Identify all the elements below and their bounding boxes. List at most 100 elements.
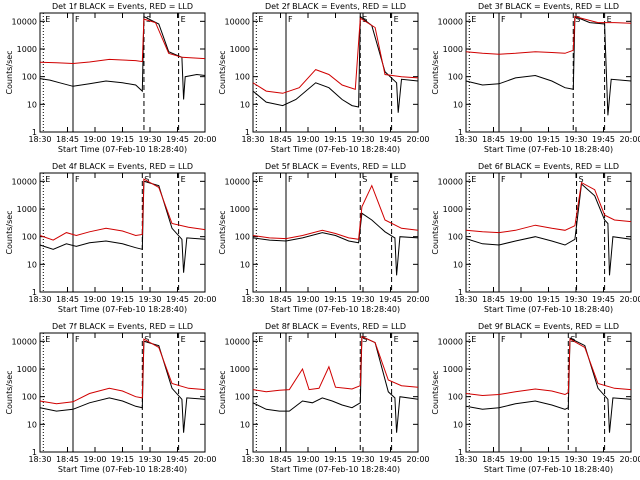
marker-label: S	[146, 15, 151, 24]
y-tick-label: 10000	[225, 17, 250, 26]
panel-title: Det 8f BLACK = Events, RED = LLD	[265, 322, 406, 331]
y-tick-label: 1000	[17, 205, 37, 214]
marker-label: E	[607, 175, 612, 184]
y-tick-label: 10	[27, 100, 37, 109]
y-tick-label: 10	[240, 100, 250, 109]
x-tick-label: 19:45	[166, 455, 189, 464]
x-tick-label: 18:30	[241, 295, 264, 304]
x-tick-label: 18:45	[56, 455, 79, 464]
plot-frame	[252, 332, 419, 453]
x-axis-label: Start Time (07-Feb-10 18:28:40)	[484, 145, 613, 154]
y-tick-label: 1	[32, 288, 37, 297]
x-tick-label: 19:00	[296, 135, 319, 144]
y-tick-label: 10	[240, 260, 250, 269]
x-tick-label: 18:30	[28, 455, 51, 464]
y-tick-label: 1000	[230, 45, 250, 54]
x-tick-label: 20:00	[193, 295, 216, 304]
x-tick-label: 18:30	[454, 455, 477, 464]
series-line-lld	[465, 338, 632, 397]
y-tick-label: 10000	[438, 337, 463, 346]
marker-label: E	[258, 15, 263, 24]
plot-frame	[39, 12, 206, 133]
y-tick-label: 10000	[225, 177, 250, 186]
y-tick-label: 1000	[443, 45, 463, 54]
x-tick-label: 18:45	[269, 295, 292, 304]
x-tick-label: 20:00	[619, 135, 640, 144]
marker-label: E	[45, 335, 50, 344]
marker-label: E	[181, 335, 186, 344]
y-tick-label: 1000	[17, 365, 37, 374]
series-line-events	[252, 15, 419, 113]
y-tick-label: 1000	[443, 365, 463, 374]
x-tick-label: 18:30	[28, 295, 51, 304]
y-tick-label: 1	[245, 288, 250, 297]
marker-label: E	[394, 15, 399, 24]
marker-label: E	[471, 335, 476, 344]
chart-panel-4: Det 4f BLACK = Events, RED = LLD 1 10 100 10…	[5, 162, 217, 314]
plot-frame	[252, 172, 419, 293]
y-tick-label: 100	[448, 393, 463, 402]
y-tick-label: 10000	[225, 337, 250, 346]
x-tick-label: 19:15	[324, 295, 347, 304]
marker-label: F	[75, 175, 80, 184]
y-axis-label: Counts/sec	[431, 50, 440, 94]
y-tick-label: 10000	[438, 17, 463, 26]
marker-label: S	[362, 335, 367, 344]
x-tick-label: 19:30	[138, 135, 161, 144]
panel-title: Det 1f BLACK = Events, RED = LLD	[52, 2, 193, 11]
series-line-events	[39, 340, 206, 433]
y-tick-label: 100	[235, 233, 250, 242]
y-tick-label: 10	[453, 100, 463, 109]
x-axis-label: Start Time (07-Feb-10 18:28:40)	[271, 465, 400, 474]
y-axis-label: Counts/sec	[218, 210, 227, 254]
y-axis-label: Counts/sec	[5, 210, 14, 254]
x-tick-label: 20:00	[619, 295, 640, 304]
x-tick-label: 19:45	[592, 135, 615, 144]
x-tick-label: 19:45	[592, 455, 615, 464]
x-tick-label: 19:00	[83, 295, 106, 304]
x-axis-label: Start Time (07-Feb-10 18:28:40)	[58, 465, 187, 474]
y-tick-label: 100	[235, 73, 250, 82]
y-tick-label: 100	[22, 393, 37, 402]
x-tick-label: 19:45	[379, 295, 402, 304]
x-tick-label: 18:45	[482, 295, 505, 304]
y-axis-label: Counts/sec	[431, 210, 440, 254]
x-tick-label: 19:00	[83, 455, 106, 464]
x-axis-label: Start Time (07-Feb-10 18:28:40)	[271, 145, 400, 154]
marker-label: E	[181, 175, 186, 184]
marker-label: S	[362, 175, 367, 184]
x-tick-label: 20:00	[193, 135, 216, 144]
x-tick-label: 20:00	[193, 455, 216, 464]
x-tick-label: 20:00	[619, 455, 640, 464]
x-tick-label: 18:30	[454, 135, 477, 144]
x-tick-label: 19:15	[537, 295, 560, 304]
plot-frame	[252, 12, 419, 133]
x-axis-label: Start Time (07-Feb-10 18:28:40)	[58, 145, 187, 154]
y-tick-label: 1	[458, 448, 463, 457]
y-tick-label: 1	[458, 288, 463, 297]
y-tick-label: 1	[32, 128, 37, 137]
x-tick-label: 19:45	[166, 295, 189, 304]
marker-label: E	[45, 175, 50, 184]
series-line-events	[465, 15, 632, 116]
y-tick-label: 1000	[443, 205, 463, 214]
y-axis-label: Counts/sec	[5, 50, 14, 94]
x-tick-label: 19:00	[296, 295, 319, 304]
x-axis-label: Start Time (07-Feb-10 18:28:40)	[58, 305, 187, 314]
y-axis-label: Counts/sec	[218, 370, 227, 414]
marker-label: F	[288, 335, 293, 344]
marker-label: E	[394, 175, 399, 184]
x-tick-label: 19:30	[351, 135, 374, 144]
x-tick-label: 19:30	[564, 135, 587, 144]
marker-label: E	[258, 175, 263, 184]
x-tick-label: 19:15	[537, 455, 560, 464]
x-tick-label: 19:00	[509, 135, 532, 144]
x-tick-label: 18:45	[269, 455, 292, 464]
x-tick-label: 18:45	[56, 295, 79, 304]
x-tick-label: 18:30	[241, 135, 264, 144]
panel-title: Det 4f BLACK = Events, RED = LLD	[52, 162, 193, 171]
y-tick-label: 100	[448, 73, 463, 82]
marker-label: E	[394, 335, 399, 344]
chart-panel-8: Det 8f BLACK = Events, RED = LLD 1 10 100 10…	[218, 322, 430, 474]
y-tick-label: 100	[448, 233, 463, 242]
